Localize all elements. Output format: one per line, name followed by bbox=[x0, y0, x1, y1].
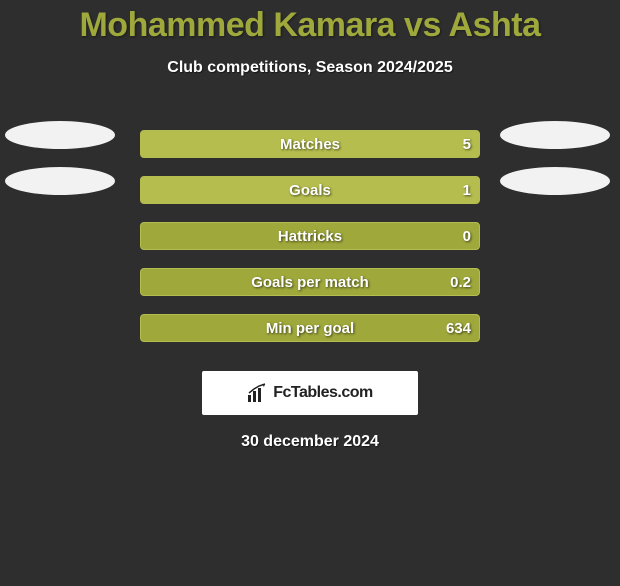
player-photo-right bbox=[500, 121, 610, 149]
stat-value: 1 bbox=[463, 182, 471, 199]
player-photo-left bbox=[5, 121, 115, 149]
stat-label: Hattricks bbox=[278, 228, 342, 245]
stat-bar: Matches 5 bbox=[140, 130, 480, 158]
stat-value: 0 bbox=[463, 228, 471, 245]
stat-row: Min per goal 634 bbox=[0, 305, 620, 351]
stat-value: 5 bbox=[463, 136, 471, 153]
stat-bar: Goals 1 bbox=[140, 176, 480, 204]
stat-row: Goals 1 bbox=[0, 167, 620, 213]
stat-bar: Min per goal 634 bbox=[140, 314, 480, 342]
footer-badge-text: FcTables.com bbox=[273, 384, 373, 402]
chart-icon bbox=[247, 383, 267, 403]
stat-label: Matches bbox=[280, 136, 340, 153]
stat-bar: Goals per match 0.2 bbox=[140, 268, 480, 296]
stat-row: Hattricks 0 bbox=[0, 213, 620, 259]
stat-value: 0.2 bbox=[450, 274, 471, 291]
page-title: Mohammed Kamara vs Ashta bbox=[0, 6, 620, 45]
subtitle: Club competitions, Season 2024/2025 bbox=[0, 59, 620, 77]
stat-label: Min per goal bbox=[266, 320, 354, 337]
stat-value: 634 bbox=[446, 320, 471, 337]
stat-row: Matches 5 bbox=[0, 121, 620, 167]
footer-badge[interactable]: FcTables.com bbox=[202, 371, 418, 415]
footer-date: 30 december 2024 bbox=[0, 433, 620, 451]
player-photo-left bbox=[5, 167, 115, 195]
stat-label: Goals bbox=[289, 182, 331, 199]
stat-row: Goals per match 0.2 bbox=[0, 259, 620, 305]
stats-area: Matches 5 Goals 1 Hattricks 0 Goals per match 0… bbox=[0, 121, 620, 351]
player-photo-right bbox=[500, 167, 610, 195]
stat-bar: Hattricks 0 bbox=[140, 222, 480, 250]
stat-label: Goals per match bbox=[251, 274, 369, 291]
